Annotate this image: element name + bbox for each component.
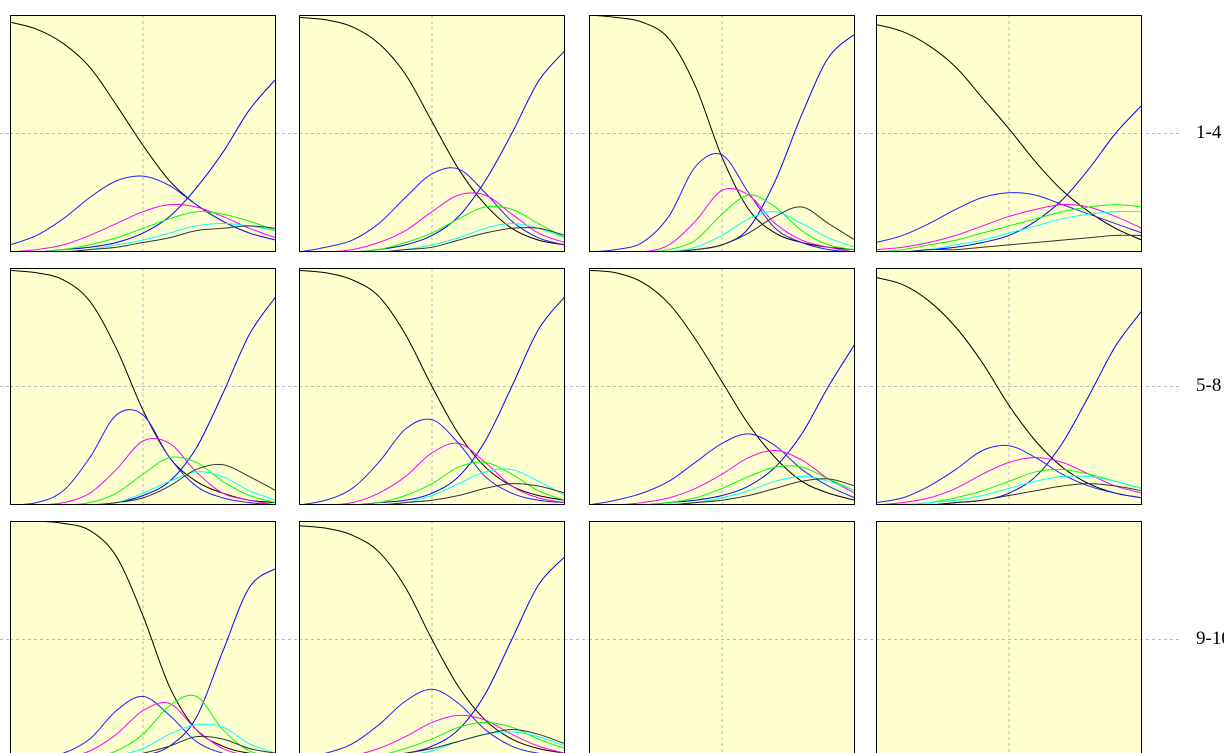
panel-frame [10,268,276,505]
panel [299,15,565,252]
curve [589,188,855,252]
panel [299,268,565,505]
curve [589,478,855,505]
panel [10,268,276,505]
panel-frame [876,15,1142,252]
curve [876,192,1142,244]
curve [876,475,1142,505]
curves [876,276,1142,505]
curve [589,15,855,251]
panel-frame [876,521,1142,753]
curve [299,50,565,252]
curve [299,227,565,252]
curve [10,456,276,505]
row-label: 1-4 [1196,122,1222,143]
row-label: 5-8 [1196,375,1221,396]
panel [10,521,276,753]
curves [10,21,276,252]
curve [10,296,276,505]
row-label: 9-10 [1196,628,1224,649]
curve [299,223,565,252]
curve [589,206,855,252]
curve [876,444,1142,504]
curve [10,225,276,252]
curve [10,521,251,753]
panel-frame [589,268,855,505]
curve [876,483,1142,505]
curve [876,204,1142,251]
curve [141,735,276,753]
curve [126,723,276,753]
panel [876,521,1142,753]
curve [589,194,855,252]
panel [589,521,855,753]
curve [152,567,276,753]
curve [10,471,276,505]
curve [109,694,258,753]
curve [10,175,276,246]
curve [299,468,565,505]
curves [876,23,1142,252]
curve [589,343,855,505]
curve [403,556,565,753]
curve [299,296,565,505]
curve [10,437,276,505]
panel [876,268,1142,505]
panel-frame [10,521,276,753]
curve [589,465,855,505]
curve [83,702,238,753]
panel-frame [589,15,855,252]
curve [10,409,276,505]
curves [299,16,565,252]
curve [10,203,276,252]
curve [589,211,855,252]
curve [589,269,855,501]
curve [299,483,565,505]
curve [324,688,540,753]
curve [589,433,855,505]
curve [876,234,1142,252]
curve [10,211,276,252]
curve [876,310,1142,505]
curve [299,192,565,252]
curves [299,525,565,753]
curve [299,205,565,252]
panel-frame [299,15,565,252]
curve [10,463,276,505]
curves [589,269,855,505]
curve [299,461,565,505]
curve [589,152,855,252]
curves [10,269,276,505]
curve [299,418,565,505]
panel [589,268,855,505]
panel [10,15,276,252]
curve [403,729,565,753]
curves [10,521,276,753]
curve [10,223,276,252]
panel [299,521,565,753]
curve [299,269,565,501]
curves [589,15,855,252]
curves [299,269,565,505]
panel-frame [10,15,276,252]
curve [299,16,565,246]
curve [419,731,565,753]
panel [589,15,855,252]
curve [299,525,565,753]
curve [299,442,565,505]
panel-frame [589,521,855,753]
curve [62,695,224,753]
curve [362,714,565,753]
curve [589,476,855,505]
panel-frame [299,268,565,505]
panel-frame [876,268,1142,505]
panel-frame [299,521,565,753]
curve [299,167,565,252]
curve [876,276,1142,499]
curve [589,449,855,505]
panel [876,15,1142,252]
curve [876,204,1142,252]
